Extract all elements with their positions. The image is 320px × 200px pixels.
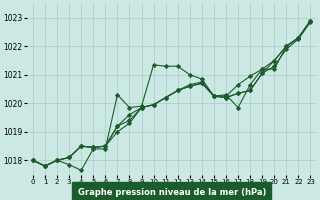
X-axis label: Graphe pression niveau de la mer (hPa): Graphe pression niveau de la mer (hPa) — [77, 188, 266, 197]
